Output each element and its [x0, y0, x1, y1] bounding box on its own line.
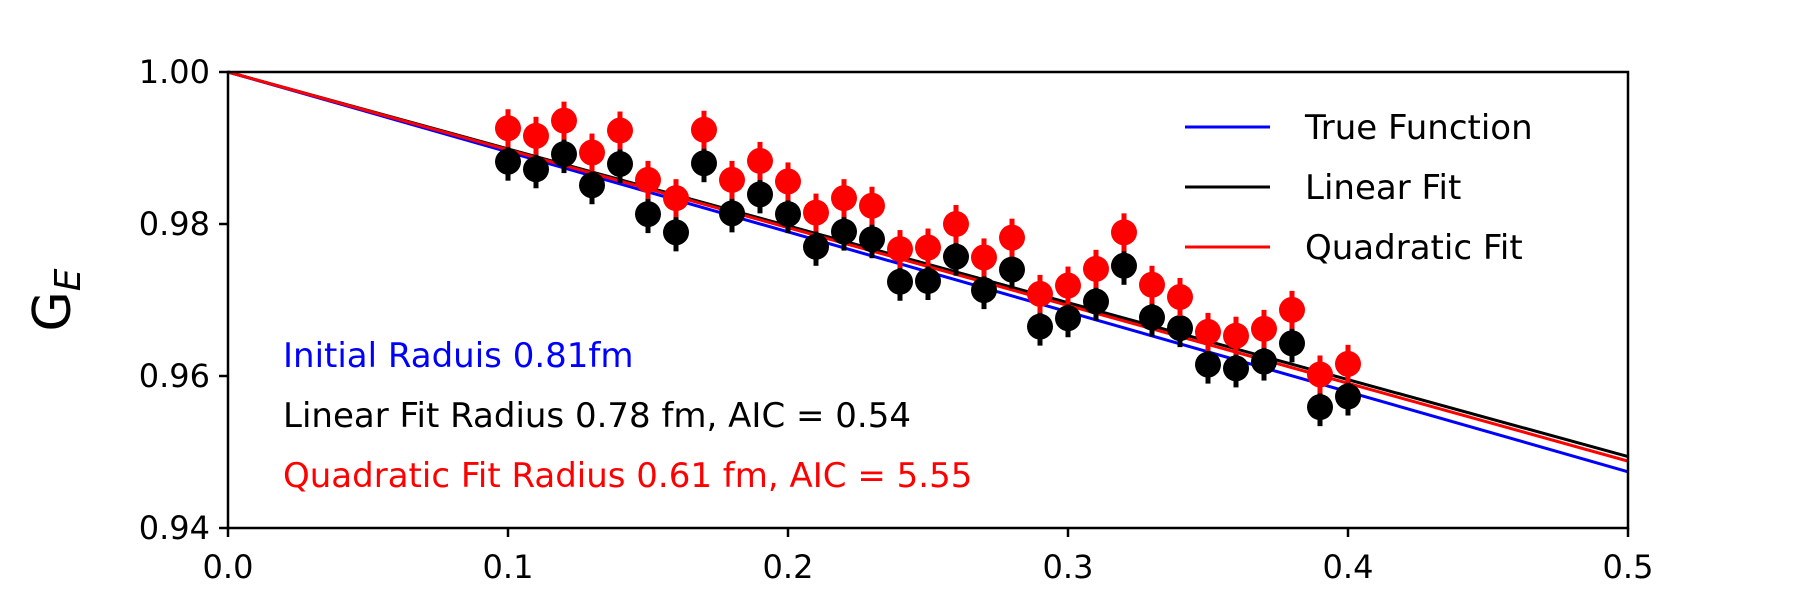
data-point: [887, 268, 913, 295]
data-point: [523, 156, 549, 183]
data-point: [495, 148, 521, 175]
data-point: [607, 117, 633, 144]
annotation-text: Linear Fit Radius 0.78 fm, AIC = 0.54: [283, 396, 911, 436]
data-point: [1167, 283, 1193, 310]
data-point: [1223, 322, 1249, 349]
data-point: [1139, 271, 1165, 298]
x-tick-label: 0.3: [1043, 548, 1094, 586]
y-tick-label: 0.96: [139, 357, 210, 395]
data-point: [1251, 315, 1277, 342]
annotations: Initial Raduis 0.81fm Linear Fit Radius 0…: [283, 336, 972, 496]
axes-layer: 0.0 0.1 0.2 0.3 0.4 0.5 0.94 0.96 0.98 1.00: [139, 53, 1654, 586]
data-point: [1307, 361, 1333, 388]
legend-label: True Function: [1304, 108, 1533, 148]
data-point: [1055, 272, 1081, 299]
data-point: [607, 150, 633, 177]
x-tick-label: 0.5: [1603, 548, 1654, 586]
data-point: [915, 234, 941, 261]
data-point: [663, 219, 689, 246]
data-point: [831, 185, 857, 212]
data-point: [1251, 348, 1277, 375]
y-tick-label: 0.98: [139, 205, 210, 243]
legend: True Function Linear Fit Quadratic Fit: [1185, 108, 1533, 268]
data-point: [1279, 296, 1305, 323]
data-point: [495, 115, 521, 142]
data-point: [943, 243, 969, 270]
data-point: [691, 150, 717, 177]
data-point: [915, 268, 941, 294]
data-point: [663, 185, 689, 212]
legend-label: Quadratic Fit: [1305, 228, 1523, 268]
data-point: [1223, 355, 1249, 382]
annotation-text: Initial Raduis 0.81fm: [283, 336, 634, 376]
data-point: [1027, 280, 1053, 307]
data-point: [747, 147, 773, 174]
data-point: [747, 181, 773, 208]
data-point: [1195, 318, 1221, 345]
data-point: [831, 218, 857, 245]
data-points-layer: [495, 101, 1361, 427]
y-axis-label: GE: [23, 268, 89, 331]
data-point: [1167, 315, 1193, 342]
data-point: [1027, 313, 1053, 340]
data-point: [1195, 351, 1221, 378]
data-point: [579, 139, 605, 166]
y-tick-label: 0.94: [139, 509, 210, 547]
data-point: [999, 256, 1025, 283]
annotation-text: Quadratic Fit Radius 0.61 fm, AIC = 5.55: [283, 456, 972, 496]
x-tick-label: 0.1: [483, 548, 534, 586]
plot-frame: [226, 70, 1630, 530]
data-point: [691, 116, 717, 143]
data-point: [719, 166, 745, 193]
data-point: [943, 211, 969, 237]
data-point: [1111, 252, 1137, 279]
data-point: [635, 166, 661, 193]
data-point: [999, 224, 1025, 251]
data-point: [1139, 304, 1165, 331]
data-point: [1279, 330, 1305, 357]
x-tick-label: 0.4: [1323, 548, 1374, 586]
data-point: [775, 201, 801, 228]
data-point: [579, 172, 605, 199]
data-point: [971, 244, 997, 271]
data-point: [859, 226, 885, 253]
data-point: [1111, 219, 1137, 246]
data-point: [803, 233, 829, 260]
data-point: [803, 199, 829, 226]
data-point: [719, 200, 745, 227]
y-axis-label-main: G: [23, 291, 83, 331]
y-tick-label: 1.00: [139, 53, 210, 91]
data-point: [1055, 305, 1081, 332]
data-point: [971, 277, 997, 304]
data-point: [551, 107, 577, 134]
legend-label: Linear Fit: [1305, 168, 1461, 208]
data-point: [775, 168, 801, 195]
data-point: [1335, 350, 1361, 377]
data-point: [1083, 288, 1109, 315]
data-point: [523, 122, 549, 149]
data-point: [1335, 383, 1361, 410]
data-point: [635, 201, 661, 228]
data-point: [1307, 394, 1333, 421]
data-point: [551, 141, 577, 168]
data-point: [859, 192, 885, 219]
x-tick-label: 0.2: [763, 548, 814, 586]
x-tick-label: 0.0: [203, 548, 254, 586]
data-point: [1083, 255, 1109, 282]
y-axis-label-subscript: E: [48, 268, 89, 291]
data-point: [887, 236, 913, 263]
